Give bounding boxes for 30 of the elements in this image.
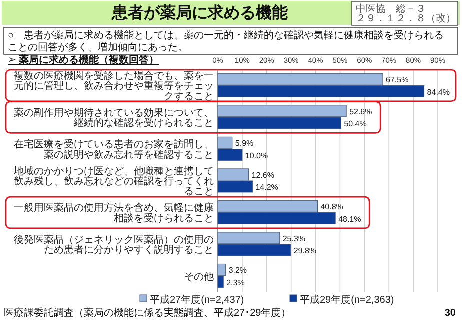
chart-title: 患者が薬局に求める機能 xyxy=(111,4,288,22)
text: ➢ 薬局に求める機能（複数回答） xyxy=(8,54,160,66)
data-label: 40.8% xyxy=(320,202,344,212)
data-label: 10.0% xyxy=(245,151,268,160)
y-tick-label: 一般用医薬品の使用方法を含め、気軽に健康相談を受けられること xyxy=(14,202,214,224)
y-tick-label: 複数の医療機関を受診した場合でも、薬を一元的に管理し、飲み合わせや重複等をチェックすること xyxy=(14,70,214,102)
data-label: 2.3% xyxy=(226,278,245,288)
data-label: 67.5% xyxy=(386,76,409,85)
data-label: 5.9% xyxy=(235,139,254,148)
y-tick-label: 薬の副作用や期待されている効果について、継続的な確認を受けられること xyxy=(14,106,214,130)
data-label: 50.4% xyxy=(344,120,367,129)
data-label: 48.1% xyxy=(338,214,362,224)
text: 中医協 総－３ xyxy=(356,3,426,15)
data-label: 84.4% xyxy=(427,88,450,97)
data-label: 52.6% xyxy=(350,107,372,116)
text: ２９．１２．８（改） xyxy=(356,14,456,24)
data-label: 29.8% xyxy=(294,246,317,256)
y-tick-label: 後発医薬品（ジェネリック医薬品）の使用のため患者に分かりやすく説明すること xyxy=(14,234,214,256)
text: 医療課委託調査（薬局の機能に係る実態調査、平成27･29年度） xyxy=(4,307,292,319)
text: 30 xyxy=(444,308,456,319)
data-label: 12.6% xyxy=(252,170,274,180)
data-label: 25.3% xyxy=(282,234,306,244)
y-tick-label: 在宅医療を受けている患者のお家を訪問し、薬の説明や飲み忘れ等を確認すること xyxy=(14,138,214,161)
y-tick-label: 地域のかかりつけ医など、他職種と連携して飲み残し、飲み忘れなどの確認を行ってくれること xyxy=(13,165,214,198)
legend-label: 平成29年度(n=2,363) xyxy=(300,294,394,306)
data-label: 14.2% xyxy=(256,183,278,192)
chart-subtitle: ○ 患者が薬局に求める機能としては、薬の一元的・継続的な確認や気軽に健康相談を受けられることの回答が多く、増加傾向にあった。 xyxy=(8,30,444,54)
legend-label: 平成27年度(n=2,437) xyxy=(150,294,244,306)
y-tick-label: その他 xyxy=(184,270,214,283)
data-label: 3.2% xyxy=(228,266,248,276)
